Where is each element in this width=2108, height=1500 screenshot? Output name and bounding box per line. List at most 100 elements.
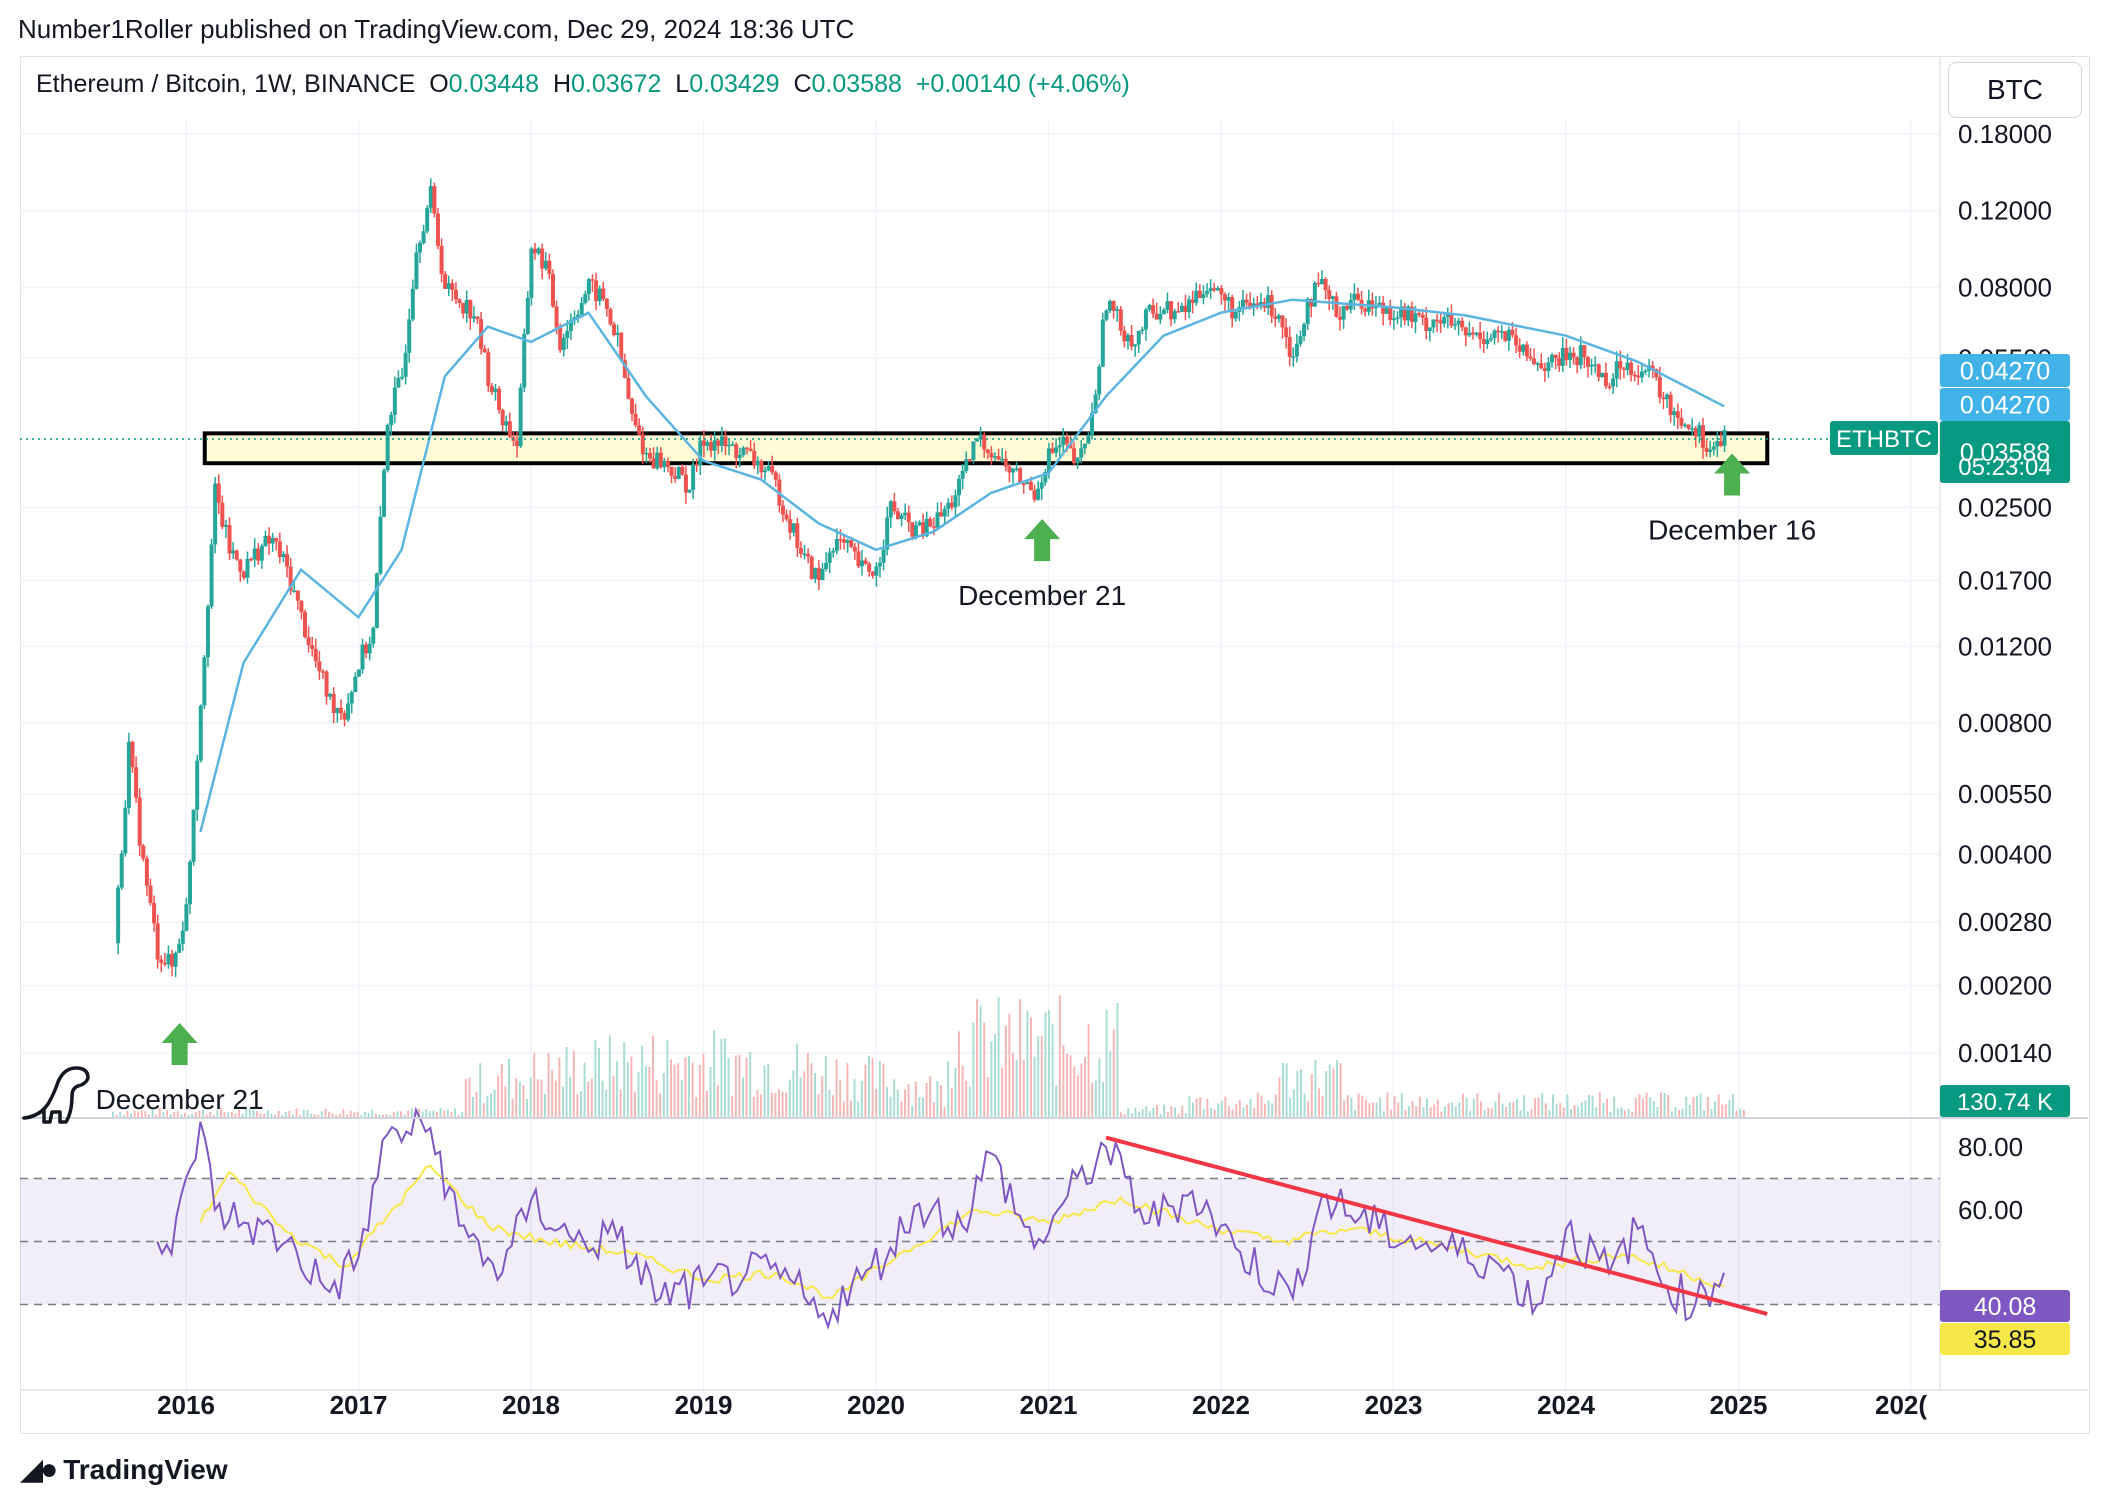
volume-bar bbox=[162, 1112, 165, 1118]
volume-bar bbox=[1328, 1064, 1331, 1118]
volume-bar bbox=[1620, 1107, 1623, 1118]
volume-bar bbox=[1692, 1097, 1695, 1118]
candle-body bbox=[687, 489, 692, 493]
last-price-tag: 0.03588 bbox=[1960, 439, 2050, 467]
volume-bar bbox=[457, 1115, 460, 1118]
candle-body bbox=[144, 858, 149, 886]
candle-body bbox=[1467, 332, 1472, 336]
volume-bar bbox=[184, 1112, 186, 1118]
volume-bar bbox=[1292, 1089, 1295, 1118]
tradingview-logo[interactable]: ◢● TradingView bbox=[20, 1452, 228, 1487]
candle-body bbox=[748, 448, 753, 451]
volume-bar bbox=[1098, 1058, 1101, 1118]
candle-body bbox=[849, 540, 854, 547]
volume-bar bbox=[1199, 1097, 1202, 1118]
volume-bar bbox=[122, 1114, 125, 1118]
annotation-label: December 21 bbox=[958, 580, 1126, 611]
volume-bar bbox=[310, 1113, 312, 1118]
candle-body bbox=[1514, 335, 1519, 346]
volume-bar bbox=[616, 1061, 618, 1118]
volume-bar bbox=[1271, 1103, 1274, 1118]
candle-body bbox=[1327, 290, 1332, 299]
candle-body bbox=[1388, 308, 1393, 320]
volume-bar bbox=[1541, 1092, 1544, 1118]
candle-body bbox=[673, 475, 678, 479]
volume-bar bbox=[1642, 1098, 1644, 1118]
volume-bar bbox=[673, 1064, 676, 1118]
volume-bar bbox=[508, 1058, 510, 1118]
candle-body bbox=[1183, 305, 1188, 313]
candle-body bbox=[1302, 324, 1307, 337]
candle-body bbox=[838, 538, 843, 541]
volume-bar bbox=[493, 1089, 496, 1118]
candle-body bbox=[655, 452, 660, 469]
candle-body bbox=[1036, 488, 1041, 500]
candle-body bbox=[1057, 445, 1062, 448]
volume-bar bbox=[248, 1108, 251, 1118]
candle-body bbox=[1298, 336, 1303, 344]
annotation-label: December 21 bbox=[96, 1084, 264, 1115]
candle-body bbox=[827, 552, 832, 563]
candle-body bbox=[227, 525, 232, 554]
volume-bar bbox=[295, 1108, 298, 1118]
candle-body bbox=[335, 707, 340, 714]
candle-body bbox=[809, 556, 814, 579]
candle-body bbox=[637, 425, 642, 435]
volume-bar bbox=[396, 1111, 399, 1118]
candle-body bbox=[1061, 436, 1066, 446]
rsi-value-tag-bg bbox=[1940, 1290, 2070, 1322]
volume-bar bbox=[868, 1055, 870, 1118]
candle-body bbox=[209, 544, 214, 607]
volume-bar bbox=[443, 1110, 446, 1118]
volume-bar bbox=[529, 1077, 532, 1118]
candle-body bbox=[1172, 311, 1177, 320]
candle-body bbox=[1661, 397, 1666, 400]
candle-body bbox=[1399, 306, 1404, 318]
volume-bar bbox=[1354, 1110, 1356, 1118]
candle-body bbox=[633, 413, 638, 426]
price-tick-label: 0.00800 bbox=[1958, 708, 2052, 738]
candle-body bbox=[1485, 339, 1490, 345]
candle-body bbox=[1179, 305, 1184, 312]
currency-button[interactable]: BTC bbox=[1948, 62, 2082, 118]
candle-body bbox=[878, 562, 882, 567]
volume-bar bbox=[1598, 1092, 1601, 1118]
candle-body bbox=[1600, 372, 1605, 378]
volume-bar bbox=[576, 1094, 579, 1118]
candle-body bbox=[1618, 361, 1623, 369]
volume-bar bbox=[421, 1111, 424, 1118]
volume-bar bbox=[1663, 1092, 1666, 1118]
chart-frame[interactable] bbox=[20, 56, 2090, 1434]
volume-bar bbox=[760, 1094, 762, 1118]
volume-bar bbox=[1519, 1110, 1522, 1118]
volume-bar bbox=[1130, 1113, 1133, 1118]
volume-bar bbox=[1321, 1095, 1324, 1118]
volume-bar bbox=[198, 1110, 201, 1118]
candle-body bbox=[1672, 411, 1677, 416]
candle-body bbox=[885, 517, 890, 550]
volume-bar bbox=[587, 1081, 590, 1118]
candle-body bbox=[1384, 308, 1389, 314]
last-price-tag-bg bbox=[1940, 421, 2070, 483]
volume-bar bbox=[1408, 1106, 1410, 1118]
candle-body bbox=[1190, 299, 1195, 303]
candle-body bbox=[425, 208, 430, 232]
candle-body bbox=[1176, 311, 1181, 313]
candle-body bbox=[342, 713, 347, 720]
candle-body bbox=[604, 299, 609, 310]
candle-body bbox=[1090, 412, 1095, 435]
volume-bar bbox=[544, 1093, 546, 1118]
candle-body bbox=[917, 522, 922, 526]
candle-body bbox=[565, 330, 570, 339]
volume-bar bbox=[425, 1109, 428, 1118]
candle-body bbox=[1108, 300, 1112, 311]
candle-body bbox=[1718, 441, 1723, 446]
volume-bar bbox=[194, 1111, 197, 1118]
volume-bar bbox=[1267, 1100, 1270, 1118]
candle-body bbox=[1050, 448, 1055, 453]
volume-bar bbox=[227, 1112, 230, 1118]
volume-bar bbox=[266, 1110, 269, 1118]
rsi-tick-label: 60.00 bbox=[1958, 1195, 2023, 1225]
candle-body bbox=[694, 464, 699, 466]
